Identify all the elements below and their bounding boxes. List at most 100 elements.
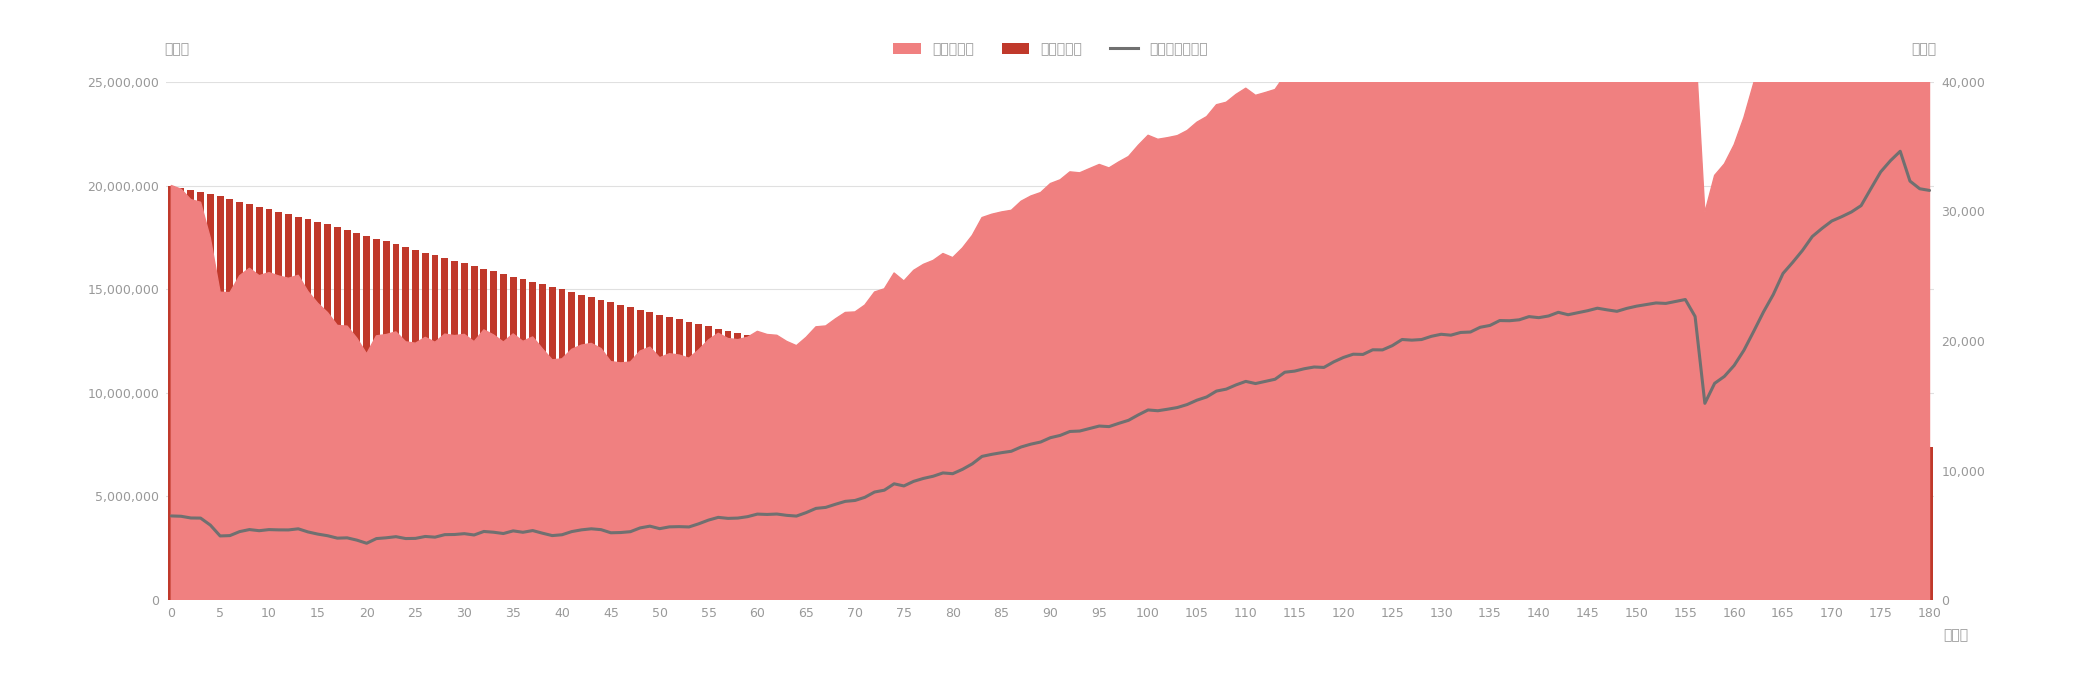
Bar bbox=[187, 190, 193, 600]
Bar bbox=[607, 302, 614, 600]
Bar bbox=[1916, 446, 1924, 600]
Bar bbox=[383, 241, 389, 600]
Bar bbox=[1622, 430, 1631, 600]
Bar bbox=[304, 219, 312, 600]
Bar bbox=[882, 361, 888, 600]
Bar bbox=[578, 295, 584, 600]
Bar bbox=[1038, 383, 1044, 600]
Bar bbox=[1086, 388, 1092, 600]
Bar bbox=[813, 349, 820, 600]
Bar bbox=[1643, 431, 1649, 600]
Bar bbox=[676, 319, 682, 600]
Bar bbox=[1350, 411, 1356, 600]
Bar bbox=[372, 239, 381, 600]
Bar bbox=[969, 375, 976, 600]
Bar bbox=[872, 360, 878, 600]
Bar bbox=[1556, 426, 1562, 600]
Bar bbox=[1731, 436, 1737, 600]
Bar bbox=[1575, 426, 1581, 600]
Bar bbox=[1741, 437, 1747, 600]
Bar bbox=[343, 230, 352, 600]
Bar bbox=[1028, 382, 1034, 600]
Bar bbox=[1691, 434, 1699, 600]
Text: （月）: （月） bbox=[1943, 629, 1968, 642]
Bar bbox=[1292, 407, 1298, 600]
Bar bbox=[1389, 414, 1396, 600]
Bar bbox=[1165, 396, 1171, 600]
Bar bbox=[198, 192, 204, 600]
Bar bbox=[1525, 424, 1533, 600]
Bar bbox=[1429, 417, 1435, 600]
Bar bbox=[716, 329, 722, 600]
Bar bbox=[237, 202, 243, 600]
Bar bbox=[177, 188, 185, 600]
Bar bbox=[1506, 422, 1512, 600]
Bar bbox=[1437, 417, 1444, 600]
Bar bbox=[275, 211, 283, 600]
Bar bbox=[959, 374, 965, 600]
Bar bbox=[206, 194, 214, 600]
Bar bbox=[1017, 381, 1025, 600]
Bar bbox=[1398, 415, 1406, 600]
Bar bbox=[851, 357, 859, 600]
Bar bbox=[832, 353, 838, 600]
Bar bbox=[890, 364, 899, 600]
Bar bbox=[1604, 428, 1610, 600]
Bar bbox=[568, 292, 576, 600]
Bar bbox=[168, 186, 175, 600]
Bar bbox=[1535, 424, 1541, 600]
Text: （円）: （円） bbox=[164, 42, 189, 56]
Bar bbox=[784, 343, 790, 600]
Bar bbox=[412, 250, 418, 600]
Bar bbox=[1887, 445, 1895, 600]
Bar bbox=[763, 339, 770, 600]
Bar bbox=[1448, 418, 1454, 600]
Bar bbox=[1115, 391, 1123, 600]
Bar bbox=[1300, 408, 1308, 600]
Bar bbox=[803, 347, 809, 600]
Bar bbox=[1184, 398, 1190, 600]
Bar bbox=[266, 209, 272, 600]
Bar bbox=[433, 255, 439, 600]
Bar bbox=[618, 305, 624, 600]
Bar bbox=[1252, 404, 1258, 600]
Bar bbox=[988, 377, 994, 600]
Bar bbox=[978, 376, 986, 600]
Bar bbox=[626, 307, 634, 600]
Bar bbox=[657, 314, 664, 600]
Bar bbox=[792, 345, 801, 600]
Bar bbox=[1593, 428, 1602, 600]
Bar bbox=[1839, 443, 1845, 600]
Bar bbox=[1857, 444, 1864, 600]
Bar bbox=[364, 235, 370, 600]
Bar bbox=[1654, 431, 1660, 600]
Bar bbox=[1107, 390, 1113, 600]
Bar bbox=[1585, 427, 1591, 600]
Bar bbox=[422, 252, 428, 600]
Bar bbox=[930, 369, 936, 600]
Bar bbox=[1213, 400, 1219, 600]
Bar bbox=[948, 372, 957, 600]
Bar bbox=[1458, 419, 1464, 600]
Bar bbox=[1009, 380, 1015, 600]
Bar bbox=[1194, 399, 1200, 600]
Bar bbox=[324, 224, 331, 600]
Bar bbox=[1780, 440, 1787, 600]
Bar bbox=[354, 233, 360, 600]
Bar bbox=[1340, 411, 1348, 600]
Bar bbox=[1633, 430, 1639, 600]
Bar bbox=[510, 276, 516, 600]
Bar bbox=[520, 279, 526, 600]
Bar bbox=[462, 263, 468, 600]
Bar bbox=[745, 335, 751, 600]
Bar bbox=[245, 204, 254, 600]
Bar bbox=[295, 217, 302, 600]
Bar bbox=[1847, 443, 1855, 600]
Bar bbox=[491, 271, 497, 600]
Bar bbox=[1321, 409, 1327, 600]
Bar bbox=[1926, 447, 1932, 600]
Bar bbox=[1828, 443, 1835, 600]
Bar bbox=[1096, 389, 1102, 600]
Bar bbox=[1477, 420, 1483, 600]
Bar bbox=[1233, 402, 1240, 600]
